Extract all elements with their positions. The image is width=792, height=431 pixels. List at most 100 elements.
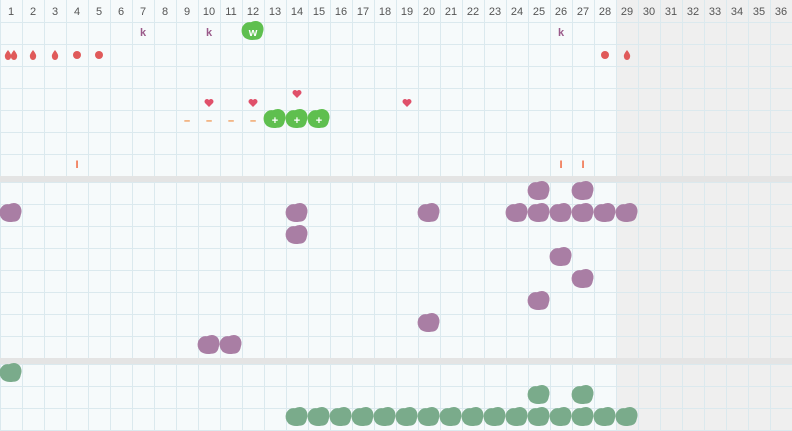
drop	[29, 50, 37, 60]
dot	[73, 51, 81, 59]
blob-shape	[571, 406, 594, 426]
purple-entry	[417, 312, 440, 332]
blob-shape	[571, 384, 594, 404]
day-number: 32	[687, 6, 699, 18]
double-drop	[10, 50, 18, 60]
blob-shape	[571, 180, 594, 200]
purple-entry	[571, 180, 594, 200]
day-number: 18	[379, 6, 391, 18]
blob-shape	[461, 406, 484, 426]
purple-entry	[593, 202, 616, 222]
dot	[95, 51, 103, 59]
blob-shape	[285, 202, 308, 222]
symbol: k	[206, 27, 213, 39]
day-number: 31	[665, 6, 677, 18]
purple-entry	[285, 224, 308, 244]
day-number: 22	[467, 6, 479, 18]
blob-shape	[483, 406, 506, 426]
purple-entry	[615, 202, 638, 222]
blob-shape	[197, 334, 220, 354]
plus-badge: +	[285, 108, 308, 128]
day-number: 8	[162, 6, 168, 18]
day-number: 28	[599, 6, 611, 18]
purple-entry	[549, 246, 572, 266]
day-number: 1	[8, 6, 14, 18]
dot	[601, 51, 609, 59]
heart	[292, 90, 302, 98]
blob-shape	[549, 246, 572, 266]
day-number: 20	[423, 6, 435, 18]
purple-entry	[527, 202, 550, 222]
purple-entry	[527, 180, 550, 200]
blob-shape	[593, 406, 616, 426]
blob-shape	[417, 406, 440, 426]
blob-shape	[527, 406, 550, 426]
day-number: 17	[357, 6, 369, 18]
symbol: –	[228, 115, 234, 127]
green-entry	[0, 362, 22, 382]
green-entry	[439, 406, 462, 426]
separator	[0, 358, 792, 364]
day-number: 4	[74, 6, 80, 18]
w-badge: w	[241, 20, 264, 40]
blob-shape	[329, 406, 352, 426]
day-number: 33	[709, 6, 721, 18]
green-entry	[329, 406, 352, 426]
green-entry	[593, 406, 616, 426]
green-entry	[351, 406, 374, 426]
day-number: 15	[313, 6, 325, 18]
symbol: –	[206, 115, 212, 127]
blob-shape	[373, 406, 396, 426]
blob-shape	[505, 406, 528, 426]
purple-entry	[417, 202, 440, 222]
green-entry	[373, 406, 396, 426]
green-entry	[417, 406, 440, 426]
green-entry	[527, 384, 550, 404]
green-entry	[285, 406, 308, 426]
symbol: I	[559, 159, 562, 171]
symbol: –	[184, 115, 190, 127]
blob-shape	[505, 202, 528, 222]
symbol: I	[581, 159, 584, 171]
blob-shape	[527, 202, 550, 222]
blob-shape	[549, 406, 572, 426]
day-number: 27	[577, 6, 589, 18]
day-number: 11	[225, 6, 236, 18]
day-number: 3	[52, 6, 58, 18]
symbol: k	[558, 27, 565, 39]
heart	[204, 98, 214, 107]
green-entry	[549, 406, 572, 426]
drop	[51, 50, 59, 60]
blob-shape	[527, 384, 550, 404]
plus-badge: +	[263, 108, 286, 128]
day-number: 21	[445, 6, 457, 18]
day-number: 19	[401, 6, 413, 18]
heart	[402, 98, 412, 107]
day-number: 2	[30, 6, 36, 18]
green-entry	[571, 406, 594, 426]
green-entry	[307, 406, 330, 426]
blob-shape	[0, 202, 22, 222]
day-number: 23	[489, 6, 501, 18]
day-number: 29	[621, 6, 633, 18]
blob-shape	[615, 202, 638, 222]
blob-shape	[527, 290, 550, 310]
day-number: 12	[247, 6, 259, 18]
green-entry	[571, 384, 594, 404]
blob-shape	[549, 202, 572, 222]
purple-entry	[285, 202, 308, 222]
blob-shape	[395, 406, 418, 426]
blob-shape	[615, 406, 638, 426]
purple-entry	[197, 334, 220, 354]
day-number: 5	[96, 6, 102, 18]
day-number: 10	[203, 6, 215, 18]
symbol: +	[272, 115, 278, 127]
day-number: 24	[511, 6, 523, 18]
blob-shape	[351, 406, 374, 426]
day-number: 16	[335, 6, 347, 18]
blob-shape	[285, 108, 308, 128]
green-entry	[505, 406, 528, 426]
purple-entry	[219, 334, 242, 354]
green-entry	[461, 406, 484, 426]
blob-shape	[439, 406, 462, 426]
